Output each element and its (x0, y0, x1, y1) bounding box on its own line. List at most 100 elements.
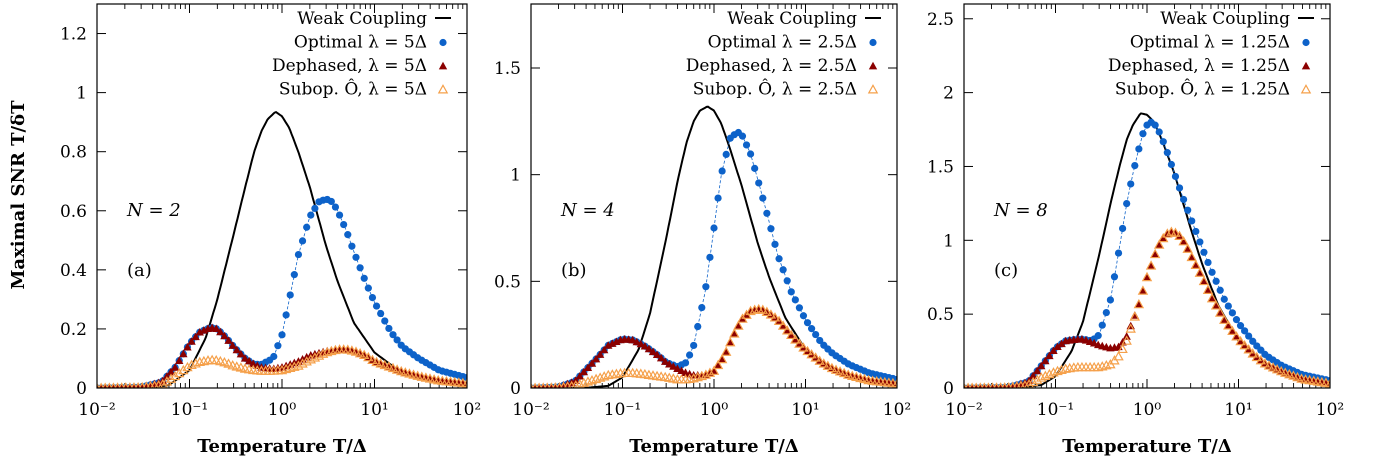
data-point (791, 335, 800, 343)
y-tick-label: 1.2 (60, 25, 87, 45)
data-point (206, 354, 218, 365)
data-point (1195, 268, 1205, 277)
data-point (1139, 130, 1147, 138)
data-point (1028, 371, 1038, 380)
data-point (590, 373, 602, 384)
ticks: 10⁻² 10⁻¹ 10⁰ 10¹ 10² 0 0.5 1 1.5 (494, 4, 911, 420)
data-point (1236, 337, 1245, 345)
x-tick-label: 10² (453, 400, 481, 420)
y-tick-label: 0 (943, 379, 954, 399)
data-point (1131, 162, 1139, 170)
data-point (1162, 228, 1173, 238)
x-tick-label: 10¹ (1224, 400, 1252, 420)
data-point (1114, 249, 1123, 257)
y-tick-label: 0 (76, 379, 87, 399)
data-point (344, 231, 352, 239)
data-point (364, 284, 372, 292)
data-point (1220, 315, 1229, 324)
data-point (305, 354, 316, 364)
data-point (571, 380, 581, 388)
data-point (309, 352, 321, 362)
data-point (331, 203, 340, 211)
data-point (822, 360, 834, 370)
x-tick-label: 10⁻¹ (604, 400, 641, 420)
data-point (175, 356, 184, 365)
panel-label: (c) (994, 260, 1018, 281)
data-point (730, 329, 739, 337)
data-point (696, 370, 708, 381)
data-point (169, 370, 181, 381)
data-point (1052, 365, 1063, 376)
data-point (294, 250, 303, 259)
data-point (379, 359, 390, 370)
data-point (706, 253, 714, 261)
data-point (371, 356, 382, 367)
data-point (1155, 128, 1163, 136)
data-point (367, 354, 378, 365)
data-point (755, 179, 763, 187)
data-point (1097, 361, 1108, 371)
data-point (575, 371, 584, 380)
x-axis-label: Temperature T/Δ (629, 436, 799, 457)
x-tick-label: 10⁻¹ (1037, 400, 1074, 420)
data-point (1102, 308, 1110, 317)
n-annotation: N = 4 (560, 200, 615, 221)
legend-swatch-marker (867, 84, 879, 94)
legend-swatch-marker (1300, 84, 1312, 94)
data-point (187, 337, 196, 345)
data-point (810, 352, 821, 362)
data-point (178, 364, 189, 375)
series-group (531, 105, 897, 388)
data-point (729, 328, 740, 338)
data-point (461, 378, 467, 388)
data-point (783, 326, 792, 334)
data-point (298, 237, 307, 245)
data-point (1239, 339, 1250, 350)
data-point (1133, 298, 1145, 309)
data-point (224, 336, 233, 344)
data-point (1204, 258, 1212, 267)
data-point (716, 353, 728, 364)
data-point (1037, 361, 1046, 370)
data-point (1224, 302, 1232, 310)
x-tick-label: 10⁰ (1133, 400, 1162, 420)
legend-swatch-marker (868, 61, 878, 70)
legend-label: Weak Coupling (727, 9, 857, 29)
data-point (1182, 243, 1193, 253)
data-point (377, 309, 385, 318)
series-open-triangle (964, 226, 1330, 388)
data-point (1194, 267, 1206, 277)
data-point (1324, 378, 1330, 388)
data-point (1098, 321, 1106, 329)
data-point (1208, 268, 1216, 276)
data-point (1113, 350, 1124, 361)
data-point (303, 223, 311, 231)
y-tick-label: 0.4 (60, 261, 87, 281)
data-point (665, 359, 674, 368)
data-point (1228, 326, 1237, 335)
data-point (317, 348, 329, 358)
x-axis-label: Temperature T/Δ (1062, 436, 1232, 457)
data-point (1180, 195, 1188, 204)
data-point (579, 367, 589, 376)
data-point (778, 321, 788, 330)
data-point (1216, 286, 1224, 294)
data-point (1167, 160, 1175, 169)
y-tick-label: 0 (510, 379, 521, 399)
x-tick-label: 10⁰ (700, 400, 729, 420)
x-tick-label: 10⁻² (945, 400, 982, 420)
data-point (1187, 252, 1196, 261)
data-point (1223, 320, 1234, 330)
data-point (307, 211, 315, 219)
data-point (686, 351, 694, 359)
data-point (777, 320, 789, 330)
data-point (718, 167, 726, 175)
ticks: 10⁻² 10⁻¹ 10⁰ 10¹ 10² 0 0.2 0.4 0.6 0.8 1 1.2 (60, 4, 481, 420)
data-point (714, 194, 722, 202)
data-point (690, 341, 698, 350)
data-point (359, 349, 370, 359)
x-tick-label: 10² (1316, 400, 1344, 420)
data-point (702, 283, 710, 291)
panel-b: 10⁻² 10⁻¹ 10⁰ 10¹ 10² 0 0.5 1 1.5 Weak Coupling Op… (494, 3, 911, 457)
y-tick-label: 0.5 (494, 272, 521, 292)
